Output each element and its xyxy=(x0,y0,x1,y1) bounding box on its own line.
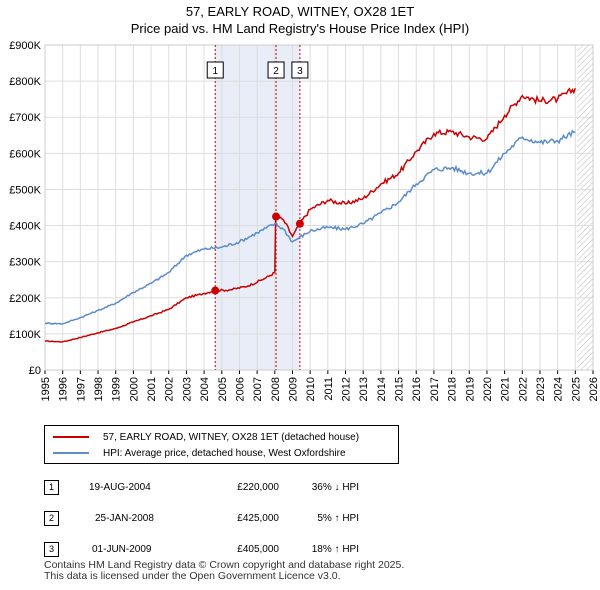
sale-label-number: 1 xyxy=(212,66,218,77)
y-tick-label: £400K xyxy=(9,221,41,233)
series-line-property xyxy=(44,87,577,343)
sale-point xyxy=(272,212,281,221)
y-tick-label: £800K xyxy=(9,76,41,88)
transaction-price: £220,000 xyxy=(237,482,279,493)
footer: Contains HM Land Registry data © Crown c… xyxy=(44,560,404,582)
transaction-date: 25-JAN-2008 xyxy=(95,513,154,524)
x-tick-label: 2021 xyxy=(500,377,512,401)
x-tick-label: 2015 xyxy=(394,377,406,401)
y-tick-label: £100K xyxy=(9,329,41,341)
price-chart: £0 £100K £200K £300K £400K £500K £600K £700K £80… xyxy=(9,40,600,401)
x-tick-label: 2003 xyxy=(181,377,193,401)
transaction-date: 19-AUG-2004 xyxy=(89,482,151,493)
sale-label-number: 2 xyxy=(273,66,279,77)
x-tick-label: 2007 xyxy=(252,377,264,401)
footer-license: This data is licensed under the Open Gov… xyxy=(44,570,341,582)
x-tick-label: 2001 xyxy=(146,377,158,401)
transaction-hpi-diff: 36% ↓ HPI xyxy=(311,482,359,493)
x-tick-label: 2022 xyxy=(517,377,529,401)
x-tick-label: 2005 xyxy=(217,377,229,401)
legend-swatch-property xyxy=(53,436,89,438)
sale-label-box xyxy=(291,61,309,79)
x-tick-label: 2012 xyxy=(341,377,353,401)
chart-title: 57, EARLY ROAD, WITNEY, OX28 1ET xyxy=(185,4,415,19)
x-tick-label: 2018 xyxy=(447,377,459,401)
y-tick-label: £300K xyxy=(9,257,41,269)
sale-label-number: 3 xyxy=(297,66,303,77)
x-tick-label: 2008 xyxy=(270,377,282,401)
transaction-hpi-diff: 18% ↑ HPI xyxy=(311,544,359,555)
legend-item-hpi: HPI: Average price, detached house, West… xyxy=(53,446,346,460)
x-tick-label: 2026 xyxy=(588,377,600,401)
legend-item-property: 57, EARLY ROAD, WITNEY, OX28 1ET (detach… xyxy=(53,430,359,444)
x-tick-label: 2016 xyxy=(411,377,423,401)
transaction-date: 01-JUN-2009 xyxy=(92,544,152,555)
x-tick-label: 1997 xyxy=(75,377,87,401)
x-tick-label: 2024 xyxy=(553,377,565,401)
transaction-hpi-diff: 5% ↑ HPI xyxy=(317,513,359,524)
table-row: 2 25-JAN-2008 £425,000 5% ↑ HPI xyxy=(44,503,359,534)
x-tick-label: 2023 xyxy=(535,377,547,401)
x-tick-label: 2000 xyxy=(128,377,140,401)
x-tick-label: 2011 xyxy=(323,377,335,401)
chart-subtitle: Price paid vs. HM Land Registry's House … xyxy=(130,21,470,36)
transaction-number: 3 xyxy=(44,542,59,557)
y-tick-label: £200K xyxy=(9,293,41,305)
transaction-number: 2 xyxy=(44,511,59,526)
transactions-table: 1 19-AUG-2004 £220,000 36% ↓ HPI 2 25-JA… xyxy=(44,472,359,565)
x-tick-label: 1998 xyxy=(93,377,105,401)
y-tick-label: £600K xyxy=(9,148,41,160)
x-tick-label: 2006 xyxy=(234,377,246,401)
y-tick-label: £700K xyxy=(9,112,41,124)
y-tick-label: £0 xyxy=(29,365,41,377)
plot-area xyxy=(45,45,593,370)
table-row: 1 19-AUG-2004 £220,000 36% ↓ HPI xyxy=(44,472,359,503)
x-tick-label: 2025 xyxy=(570,377,582,401)
legend-label-property: 57, EARLY ROAD, WITNEY, OX28 1ET (detach… xyxy=(103,431,360,443)
legend-swatch-hpi xyxy=(53,452,89,454)
y-tick-label: £900K xyxy=(9,40,41,52)
chart-legend: 57, EARLY ROAD, WITNEY, OX28 1ET (detach… xyxy=(44,425,399,464)
legend-label-hpi: HPI: Average price, detached house, West… xyxy=(103,447,346,459)
table-row: 3 01-JUN-2009 £405,000 18% ↑ HPI xyxy=(44,534,359,565)
future-region-hatch xyxy=(577,45,593,370)
sale-label-box xyxy=(206,61,224,79)
x-tick-label: 1996 xyxy=(58,377,70,401)
plot-border xyxy=(44,44,594,371)
x-tick-label: 2019 xyxy=(464,377,476,401)
x-tick-label: 2014 xyxy=(376,377,388,401)
x-tick-label: 2002 xyxy=(164,377,176,401)
x-tick-label: 2004 xyxy=(199,377,211,401)
x-tick-label: 2017 xyxy=(429,377,441,401)
y-tick-label: £500K xyxy=(9,184,41,196)
x-tick-label: 1999 xyxy=(111,377,123,401)
series-line-hpi xyxy=(44,129,576,325)
x-tick-label: 2020 xyxy=(482,377,494,401)
sale-point xyxy=(211,286,220,295)
transaction-price: £405,000 xyxy=(237,544,279,555)
sale-point xyxy=(295,219,304,228)
x-tick-label: 2009 xyxy=(287,377,299,401)
x-tick-label: 2013 xyxy=(358,377,370,401)
transaction-price: £425,000 xyxy=(237,513,279,524)
sale-label-box xyxy=(267,61,285,79)
x-tick-label: 1995 xyxy=(40,377,52,401)
x-tick-label: 2010 xyxy=(305,377,317,401)
transaction-number: 1 xyxy=(44,480,59,495)
footer-copyright: Contains HM Land Registry data © Crown c… xyxy=(44,559,405,571)
